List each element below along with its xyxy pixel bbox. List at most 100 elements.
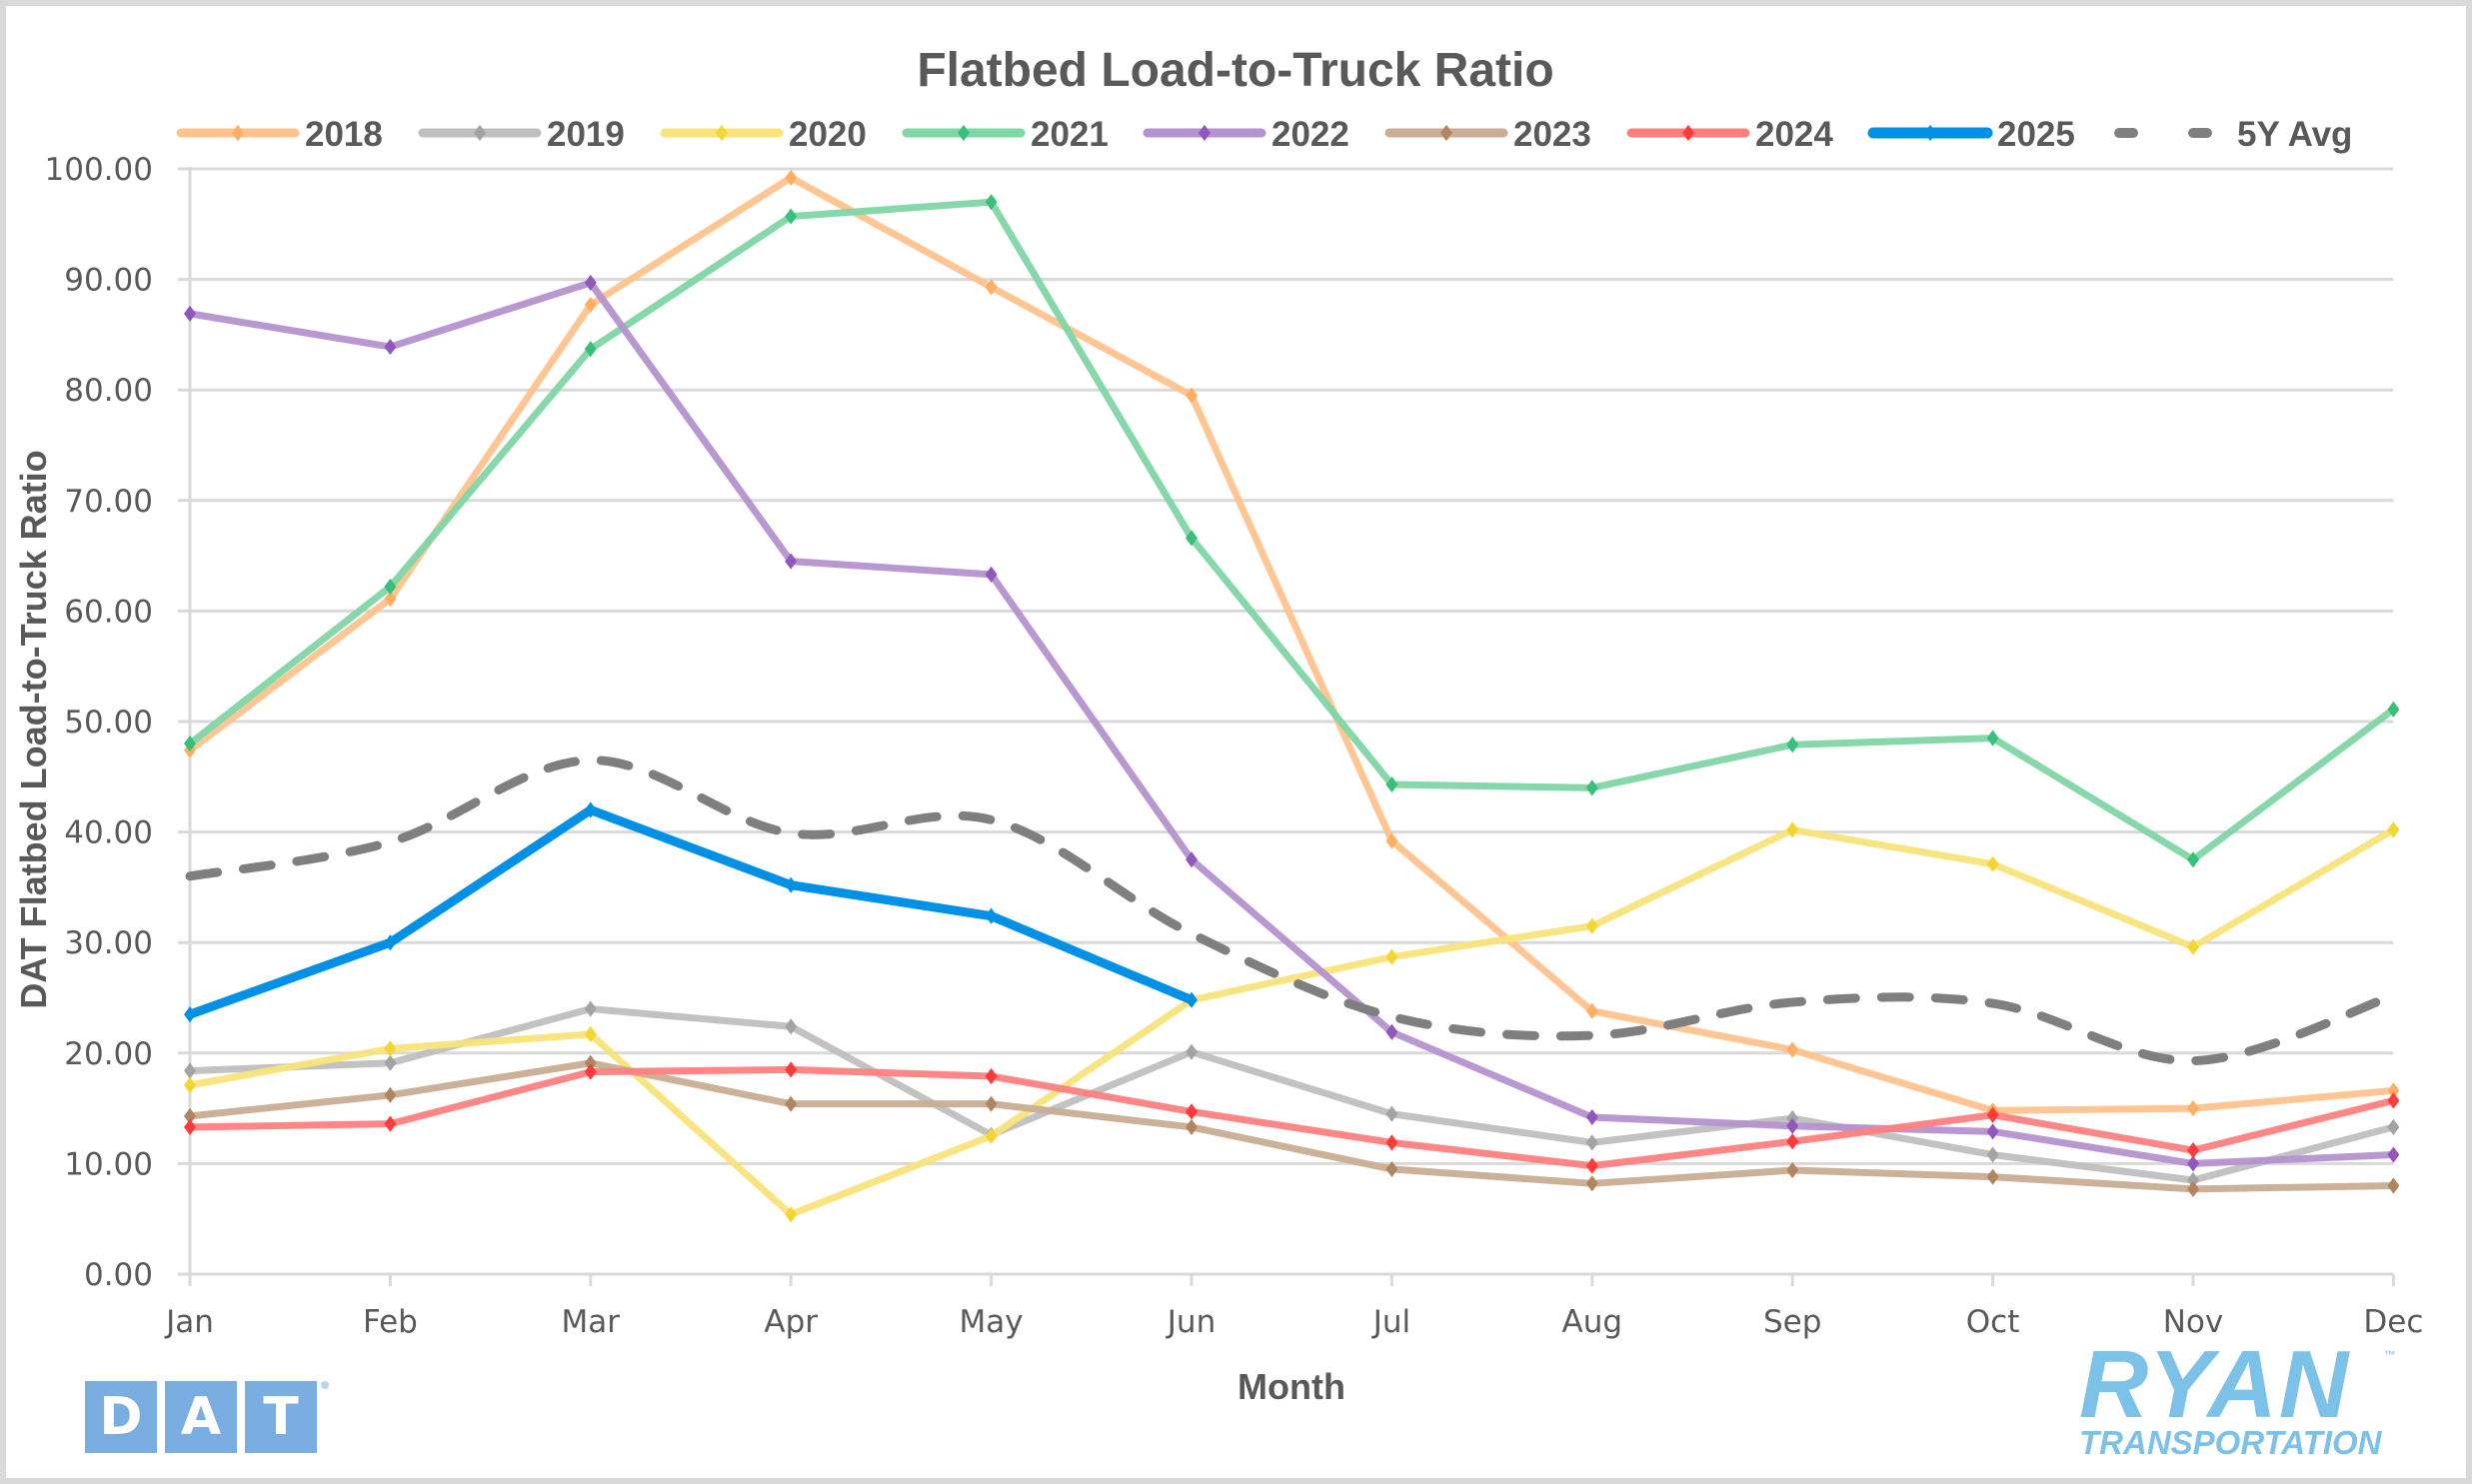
- data-point-marker: [985, 1095, 998, 1112]
- data-point-marker: [184, 1107, 196, 1124]
- data-point-marker: [2387, 701, 2400, 718]
- data-point-marker: [2187, 1155, 2199, 1172]
- data-point-marker: [2187, 938, 2199, 955]
- data-point-marker: [384, 338, 397, 356]
- data-point-marker: [1585, 1002, 1598, 1019]
- series-2022: [184, 274, 2400, 1172]
- x-axis-title: Month: [1237, 1366, 1345, 1407]
- data-point-marker: [1585, 1108, 1598, 1126]
- y-tick-label: 40.00: [64, 815, 153, 851]
- data-point-marker: [985, 566, 998, 584]
- legend-item: 2022: [1143, 115, 1349, 154]
- dat-logo-letter: D: [85, 1381, 157, 1453]
- legend-label: 2018: [305, 115, 383, 154]
- x-tick-label: Oct: [1966, 1304, 2020, 1340]
- data-point-marker: [584, 296, 597, 314]
- series-line: [187, 174, 2394, 1114]
- ryan-logo-subtitle: TRANSPORTATION: [2079, 1424, 2382, 1461]
- data-point-marker: [184, 1005, 196, 1023]
- data-point-marker: [1986, 855, 1999, 872]
- data-point-marker: [1186, 387, 1198, 404]
- data-point-marker: [716, 124, 728, 142]
- data-point-marker: [184, 1062, 196, 1079]
- data-point-marker: [2187, 1171, 2199, 1189]
- data-point-marker: [1682, 124, 1694, 142]
- data-point-marker: [785, 1018, 798, 1035]
- data-point-marker: [1786, 1117, 1799, 1134]
- data-point-marker: [1585, 917, 1598, 934]
- data-point-marker: [2387, 1082, 2400, 1099]
- data-point-marker: [985, 194, 998, 211]
- x-tick-label: Mar: [562, 1304, 621, 1340]
- data-point-marker: [785, 1095, 798, 1112]
- data-point-marker: [1186, 1103, 1198, 1120]
- data-point-marker: [584, 274, 597, 292]
- x-tick-label: May: [960, 1304, 1024, 1340]
- series-line: [189, 1059, 2394, 1193]
- data-point-marker: [184, 736, 196, 752]
- x-tick-label: Sep: [1763, 1304, 1821, 1340]
- registered-mark-icon: [321, 1381, 329, 1389]
- data-point-marker: [184, 1076, 196, 1093]
- data-point-marker: [785, 553, 798, 570]
- x-tick-label: Jul: [1371, 1304, 1410, 1340]
- series-line: [187, 198, 2396, 863]
- legend-label: 2025: [1997, 115, 2075, 154]
- y-tick-label: 30.00: [64, 925, 153, 961]
- series-line: [188, 804, 1194, 1019]
- y-axis-title: DAT Flatbed Load-to-Truck Ratio: [13, 450, 54, 1008]
- data-point-marker: [384, 1054, 397, 1071]
- x-tick-label: Nov: [2163, 1304, 2224, 1340]
- data-point-marker: [785, 169, 798, 186]
- data-point-marker: [785, 876, 798, 893]
- legend-label: 5Y Avg: [2237, 115, 2352, 154]
- x-tick-label: Jan: [164, 1304, 214, 1340]
- data-point-marker: [184, 305, 196, 322]
- data-point-marker: [1986, 1168, 1999, 1185]
- data-point-marker: [785, 208, 798, 225]
- data-point-marker: [1186, 991, 1198, 1008]
- legend-item: 2020: [660, 115, 867, 154]
- data-point-marker: [1585, 1175, 1598, 1192]
- data-point-marker: [2187, 1100, 2199, 1117]
- y-tick-label: 60.00: [64, 594, 153, 630]
- y-tick-label: 80.00: [64, 373, 153, 409]
- data-point-marker: [2387, 1177, 2400, 1194]
- legend-label: 2024: [1755, 115, 1833, 154]
- data-point-marker: [985, 1127, 998, 1144]
- data-point-marker: [2187, 1142, 2199, 1159]
- legend-item: 2025: [1867, 115, 2075, 154]
- data-point-marker: [1385, 832, 1398, 849]
- data-point-marker: [1385, 1023, 1398, 1040]
- y-tick-label: 10.00: [64, 1146, 153, 1182]
- chart-title: Flatbed Load-to-Truck Ratio: [917, 44, 1553, 97]
- data-point-marker: [1786, 1133, 1799, 1150]
- data-point-marker: [2387, 821, 2400, 838]
- data-point-marker: [2387, 1118, 2400, 1136]
- data-point-marker: [1385, 1160, 1398, 1178]
- y-axis-ticks: 0.00 10.00 20.00 30.00 40.00 50.00 60.00 70.00 8…: [45, 152, 153, 1293]
- data-point-marker: [1585, 1157, 1598, 1174]
- legend-item: 2019: [418, 115, 625, 154]
- data-point-marker: [184, 1118, 196, 1136]
- data-point-marker: [985, 907, 998, 924]
- data-point-marker: [1199, 124, 1211, 142]
- x-tick-label: Aug: [1562, 1304, 1623, 1340]
- data-point-marker: [1786, 1041, 1799, 1058]
- data-point-marker: [1186, 1118, 1198, 1136]
- series-line: [185, 755, 2398, 1066]
- legend-item: 2024: [1626, 115, 1833, 154]
- y-tick-label: 100.00: [45, 152, 153, 188]
- data-point-marker: [584, 1025, 597, 1043]
- x-tick-label: Apr: [764, 1304, 818, 1340]
- legend: 2018 2019 2020 2021 2022 2023 2024 2025 5Y Avg: [176, 115, 2352, 154]
- data-point-marker: [1786, 821, 1799, 838]
- data-point-marker: [985, 279, 998, 296]
- x-tick-label: Jun: [1166, 1304, 1216, 1340]
- series-group: [184, 169, 2400, 1223]
- series-2021: [184, 194, 2400, 868]
- data-point-marker: [785, 1206, 798, 1223]
- data-point-marker: [1385, 775, 1398, 793]
- data-point-marker: [1385, 1105, 1398, 1122]
